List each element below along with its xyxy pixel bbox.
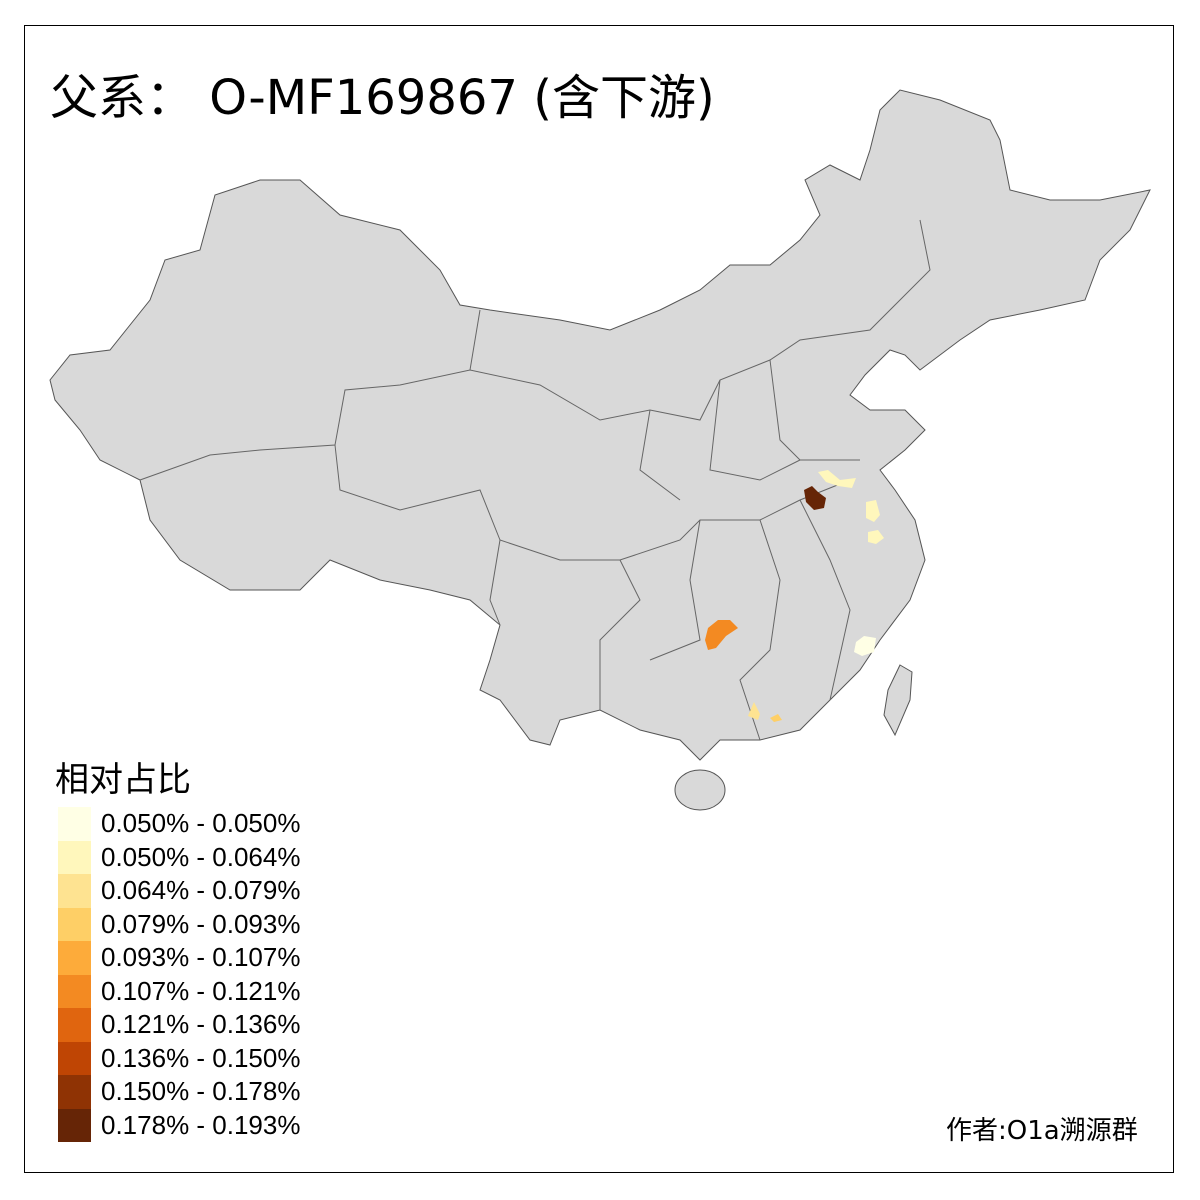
highlighted-region	[866, 500, 880, 522]
highlighted-region	[705, 620, 738, 650]
legend-item: 0.093% - 0.107%	[58, 941, 300, 975]
legend-item: 0.121% - 0.136%	[58, 1008, 300, 1042]
legend-item: 0.178% - 0.193%	[58, 1108, 301, 1142]
legend-label: 0.107% - 0.121%	[101, 975, 301, 1006]
legend-label: 0.136% - 0.150%	[101, 1042, 301, 1073]
legend-swatch	[58, 1075, 91, 1109]
legend-item: 0.050% - 0.050%	[58, 807, 300, 841]
province-borders	[139, 219, 931, 741]
highlighted-region	[868, 530, 884, 544]
legend-item: 0.107% - 0.121%	[58, 974, 301, 1008]
legend-item: 0.150% - 0.178%	[58, 1075, 300, 1109]
legend-label: 0.079% - 0.093%	[101, 908, 301, 939]
hainan-island	[674, 769, 726, 811]
figure-border	[24, 25, 1174, 1173]
legend-title: 相对占比	[55, 760, 191, 800]
legend-label: 0.093% - 0.107%	[101, 942, 301, 973]
highlighted-region	[770, 714, 782, 722]
legend-label: 0.150% - 0.178%	[101, 1076, 301, 1107]
highlighted-region	[748, 702, 760, 720]
highlighted-region	[818, 470, 856, 488]
legend-label: 0.050% - 0.064%	[101, 841, 301, 872]
legend-swatch	[58, 907, 91, 941]
legend-swatch	[58, 807, 91, 841]
author-credit: 作者:O1a溯源群	[946, 1116, 1138, 1146]
legend-item: 0.079% - 0.093%	[58, 907, 301, 941]
legend-swatch	[58, 1008, 91, 1042]
legend-label: 0.050% - 0.050%	[101, 808, 301, 839]
legend-label: 0.064% - 0.079%	[101, 875, 301, 906]
taiwan-island	[883, 664, 913, 737]
legend-label: 0.121% - 0.136%	[101, 1009, 301, 1040]
legend-item: 0.136% - 0.150%	[58, 1041, 301, 1075]
legend-label: 0.178% - 0.193%	[101, 1109, 301, 1140]
china-mainland	[49, 89, 1151, 761]
legend-swatch	[58, 1108, 91, 1142]
legend-item: 0.064% - 0.079%	[58, 874, 300, 908]
legend-swatch	[58, 974, 91, 1008]
legend-swatch	[58, 874, 91, 908]
legend-swatch	[58, 840, 91, 874]
map-title: 父系： O-MF169867 (含下游)	[50, 70, 715, 126]
legend-swatch	[58, 1041, 91, 1075]
highlighted-region	[854, 636, 876, 656]
highlighted-region	[804, 486, 826, 510]
legend-swatch	[58, 941, 91, 975]
legend-item: 0.050% - 0.064%	[58, 840, 301, 874]
